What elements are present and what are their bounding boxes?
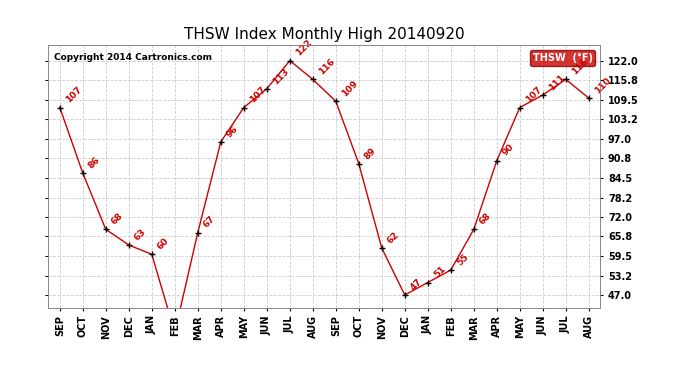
Text: 107: 107 [524, 85, 544, 105]
Text: 63: 63 [133, 227, 148, 242]
Text: 107: 107 [64, 85, 83, 105]
Text: 67: 67 [202, 214, 217, 230]
Title: THSW Index Monthly High 20140920: THSW Index Monthly High 20140920 [184, 27, 464, 42]
Legend: THSW  (°F): THSW (°F) [530, 50, 595, 66]
Text: 111: 111 [547, 73, 566, 92]
Text: 51: 51 [432, 264, 447, 280]
Text: 86: 86 [87, 155, 102, 170]
Text: 47: 47 [409, 277, 424, 292]
Text: 96: 96 [225, 124, 240, 139]
Text: 116: 116 [570, 57, 589, 76]
Text: 113: 113 [271, 66, 290, 86]
Text: 35: 35 [0, 374, 1, 375]
Text: 110: 110 [593, 76, 613, 95]
Text: 68: 68 [478, 211, 493, 226]
Text: 116: 116 [317, 57, 337, 76]
Text: 107: 107 [248, 85, 268, 105]
Text: 109: 109 [340, 79, 359, 99]
Text: 90: 90 [501, 142, 516, 158]
Text: 89: 89 [363, 146, 378, 161]
Text: Copyright 2014 Cartronics.com: Copyright 2014 Cartronics.com [54, 53, 212, 62]
Text: 62: 62 [386, 230, 401, 245]
Text: 122: 122 [294, 38, 313, 58]
Text: 60: 60 [156, 237, 171, 252]
Text: 68: 68 [110, 211, 125, 226]
Text: 55: 55 [455, 252, 470, 267]
